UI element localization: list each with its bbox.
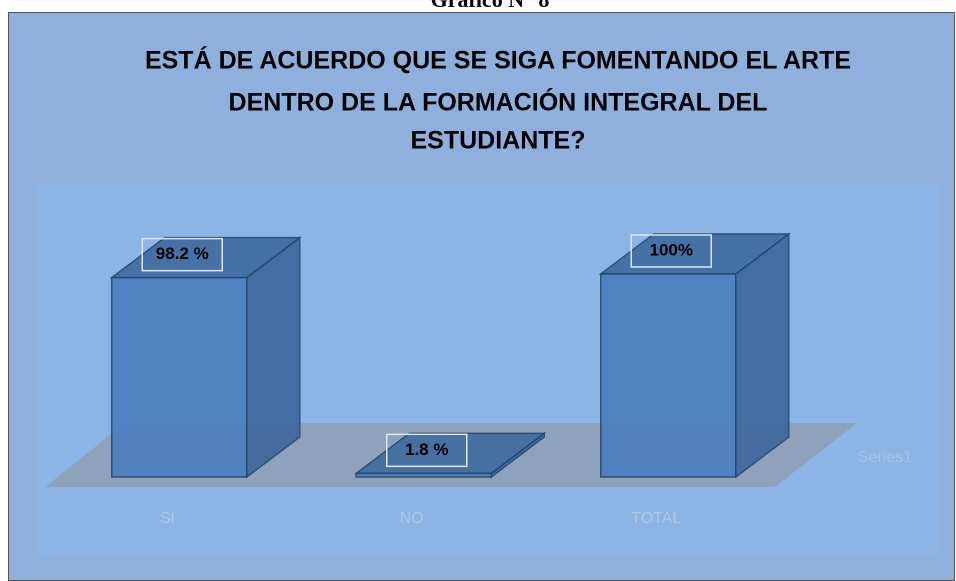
bar: [111, 276, 248, 478]
value-label: 100%: [650, 240, 693, 259]
value-label: 1.8 %: [405, 440, 448, 459]
x-tick-label: NO: [400, 510, 424, 527]
legend-label: Series1: [858, 449, 912, 466]
chart-title: ESTÁ DE ACUERDO QUE SE SIGA FOMENTANDO E…: [145, 46, 851, 75]
value-label-box: [630, 234, 712, 268]
value-label-box: [386, 433, 468, 468]
bar-side: [246, 236, 301, 479]
bar: [355, 472, 492, 478]
x-tick-label: SI: [160, 510, 175, 527]
value-label: 98.2 %: [156, 244, 209, 263]
value-label-box: [141, 237, 223, 272]
chart-title: DENTRO DE LA FORMACIÓN INTEGRAL DEL: [229, 87, 768, 117]
heading: Gráfico N° 8: [431, 0, 550, 12]
title: ESTÁ DE ACUERDO QUE SE SIGA FOMENTANDO E…: [145, 46, 851, 155]
chart-title: ESTUDIANTE?: [411, 127, 586, 155]
x-tick-label: TOTAL: [631, 510, 681, 527]
bar-side: [735, 232, 790, 479]
bar: [600, 273, 737, 478]
